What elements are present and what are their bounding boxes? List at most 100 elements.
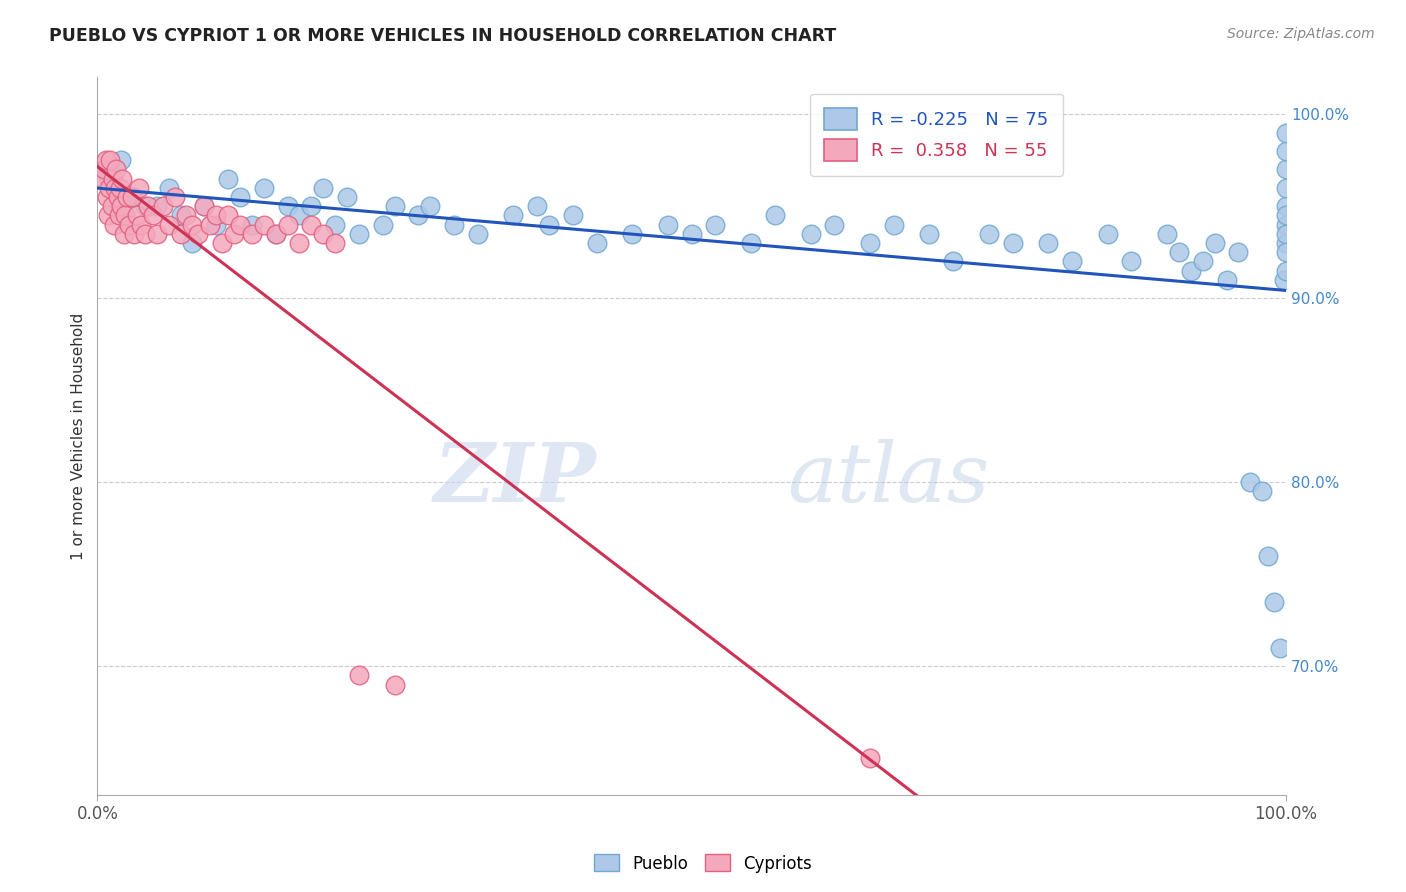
Point — [443, 218, 465, 232]
Point — [134, 227, 156, 241]
Point — [114, 209, 136, 223]
Point — [585, 235, 607, 250]
Point — [253, 218, 276, 232]
Point — [1180, 263, 1202, 277]
Point — [1227, 245, 1250, 260]
Point — [1204, 235, 1226, 250]
Text: PUEBLO VS CYPRIOT 1 OR MORE VEHICLES IN HOUSEHOLD CORRELATION CHART: PUEBLO VS CYPRIOT 1 OR MORE VEHICLES IN … — [49, 27, 837, 45]
Point — [107, 209, 129, 223]
Point — [118, 218, 141, 232]
Point — [169, 227, 191, 241]
Point — [169, 209, 191, 223]
Point — [176, 209, 198, 223]
Point — [110, 153, 132, 168]
Point — [1275, 199, 1298, 213]
Point — [1275, 227, 1298, 241]
Point — [1156, 227, 1178, 241]
Point — [163, 190, 186, 204]
Point — [104, 181, 127, 195]
Point — [131, 218, 153, 232]
Point — [253, 181, 276, 195]
Point — [115, 190, 138, 204]
Point — [1275, 263, 1298, 277]
Point — [1060, 254, 1083, 268]
Point — [157, 181, 180, 195]
Point — [121, 190, 143, 204]
Point — [93, 162, 115, 177]
Point — [240, 218, 263, 232]
Point — [134, 199, 156, 213]
Point — [222, 227, 245, 241]
Point — [111, 171, 134, 186]
Point — [859, 751, 882, 765]
Point — [229, 190, 252, 204]
Point — [101, 171, 124, 186]
Point — [105, 162, 128, 177]
Point — [1275, 209, 1298, 223]
Point — [1275, 235, 1298, 250]
Point — [91, 171, 114, 186]
Point — [1272, 273, 1295, 287]
Text: atlas: atlas — [787, 439, 988, 519]
Point — [347, 227, 370, 241]
Point — [347, 668, 370, 682]
Point — [1275, 162, 1298, 177]
Point — [883, 218, 905, 232]
Point — [681, 227, 703, 241]
Point — [1275, 245, 1298, 260]
Point — [112, 227, 135, 241]
Point — [1257, 549, 1279, 563]
Point — [277, 218, 299, 232]
Point — [384, 199, 406, 213]
Point — [211, 235, 233, 250]
Point — [181, 218, 204, 232]
Point — [288, 209, 311, 223]
Point — [122, 190, 145, 204]
Point — [1275, 126, 1298, 140]
Point — [740, 235, 762, 250]
Point — [299, 199, 322, 213]
Text: Source: ZipAtlas.com: Source: ZipAtlas.com — [1227, 27, 1375, 41]
Point — [312, 227, 335, 241]
Point — [217, 209, 239, 223]
Point — [621, 227, 644, 241]
Point — [96, 190, 118, 204]
Point — [205, 218, 228, 232]
Point — [1263, 595, 1285, 609]
Point — [97, 209, 120, 223]
Point — [240, 227, 263, 241]
Point — [406, 209, 429, 223]
Point — [299, 218, 322, 232]
Point — [152, 199, 174, 213]
Point — [763, 209, 786, 223]
Point — [98, 171, 121, 186]
Point — [1275, 144, 1298, 158]
Point — [1239, 475, 1261, 490]
Point — [122, 227, 145, 241]
Point — [467, 227, 489, 241]
Point — [108, 181, 131, 195]
Point — [138, 199, 160, 213]
Point — [657, 218, 679, 232]
Point — [537, 218, 560, 232]
Point — [1097, 227, 1119, 241]
Point — [323, 218, 346, 232]
Point — [1038, 235, 1060, 250]
Point — [1251, 484, 1274, 499]
Point — [264, 227, 287, 241]
Text: ZIP: ZIP — [434, 439, 596, 519]
Point — [200, 218, 222, 232]
Point — [98, 181, 121, 195]
Point — [100, 153, 122, 168]
Point — [526, 199, 548, 213]
Point — [823, 218, 845, 232]
Legend: R = -0.225   N = 75, R =  0.358   N = 55: R = -0.225 N = 75, R = 0.358 N = 55 — [810, 94, 1063, 176]
Point — [142, 209, 165, 223]
Point — [146, 227, 169, 241]
Point — [110, 199, 132, 213]
Point — [336, 190, 359, 204]
Point — [100, 199, 122, 213]
Point — [193, 199, 215, 213]
Point — [1268, 640, 1291, 655]
Point — [181, 235, 204, 250]
